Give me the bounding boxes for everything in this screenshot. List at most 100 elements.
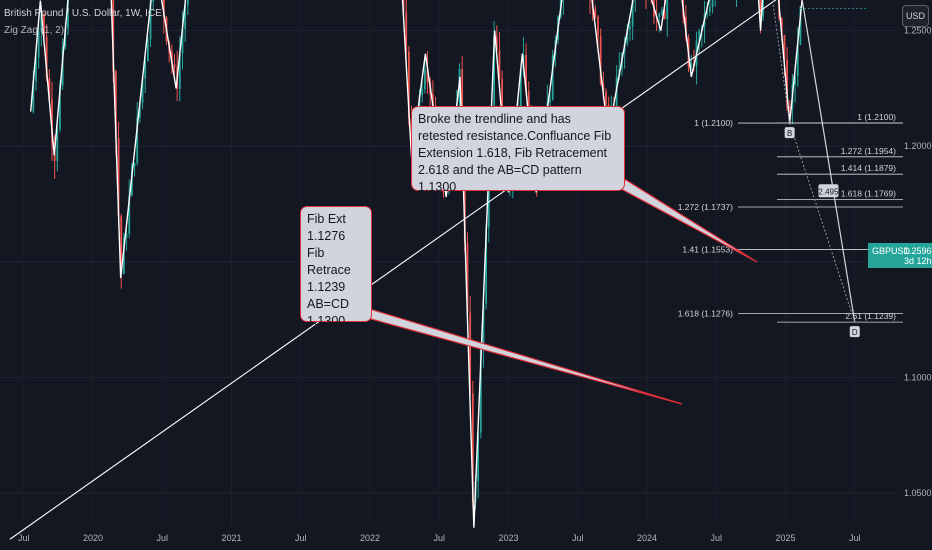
ratio-box xyxy=(818,184,839,198)
time-axis: Jul 2020 Jul 2021 Jul 2022 Jul 2023 Jul 2024 Jul 20… xyxy=(18,533,861,543)
candle-body xyxy=(626,28,629,44)
candle-body xyxy=(629,26,631,29)
ratio-label: 2.495 xyxy=(818,187,839,196)
candle-body xyxy=(525,54,527,92)
candle-body xyxy=(796,44,799,77)
fib-level-label: 1 (1.2100) xyxy=(857,112,896,122)
currency-button[interactable]: USD xyxy=(902,5,929,27)
candle-body xyxy=(615,76,618,115)
candle-body xyxy=(706,11,709,15)
candle-body xyxy=(146,39,149,62)
candle-body xyxy=(759,0,762,17)
candle-body xyxy=(141,78,144,103)
candle-body xyxy=(122,237,125,274)
candle-body xyxy=(698,30,701,41)
fib-level-label: 1.272 (1.1737) xyxy=(678,202,733,212)
candle-body xyxy=(138,102,141,118)
candle-body xyxy=(466,243,469,313)
point-label-b: B xyxy=(787,129,792,138)
candle-body xyxy=(780,17,783,36)
candle-body xyxy=(407,51,410,119)
time-tick-label: 2024 xyxy=(637,533,657,543)
time-tick-label: Jul xyxy=(572,533,584,543)
candle-body xyxy=(152,0,155,2)
candle-body xyxy=(125,233,128,238)
time-tick-label: Jul xyxy=(433,533,445,543)
fib-level-label: 2.61 (1.1239) xyxy=(845,311,896,321)
candle-body xyxy=(794,76,796,85)
candle-body xyxy=(405,12,408,52)
candle-body xyxy=(128,195,131,234)
candle-body xyxy=(690,63,693,67)
candle-body xyxy=(602,83,605,92)
candle-body xyxy=(48,78,51,99)
candle-body xyxy=(136,117,139,163)
candle-body xyxy=(666,0,669,20)
candle-body xyxy=(783,35,786,60)
annotation-note-trendline[interactable]: Broke the trendline and has retested res… xyxy=(411,106,625,194)
candle-body xyxy=(658,13,661,18)
candle-body xyxy=(112,0,115,72)
trendline xyxy=(9,0,777,540)
candle-body xyxy=(426,69,429,83)
candle-body xyxy=(56,129,59,162)
candle-body xyxy=(471,393,474,503)
fib-level-label: 1.618 (1.1276) xyxy=(678,309,733,319)
candle-body xyxy=(184,5,187,30)
callout-connector-2 xyxy=(359,305,683,405)
candle-body xyxy=(597,16,599,37)
leg-bd-dotted xyxy=(789,122,856,323)
indicator-label[interactable]: Zig Zag (1, 2) xyxy=(4,25,65,36)
badge-countdown: 3d 12h xyxy=(904,256,932,266)
candle-body xyxy=(501,78,504,119)
last-price-badge: GBPUSD 1.2596 3d 12h xyxy=(868,243,932,268)
candle-body xyxy=(173,63,176,68)
candle-body xyxy=(663,10,666,20)
candle-body xyxy=(170,51,173,64)
grid-lines xyxy=(0,30,896,494)
time-tick-label: Jul xyxy=(710,533,722,543)
time-tick-label: Jul xyxy=(18,533,30,543)
time-tick-label: Jul xyxy=(849,533,861,543)
candle-body xyxy=(162,0,165,18)
candle-body xyxy=(551,54,554,100)
fib-level-label: 1.414 (1.1879) xyxy=(841,163,896,173)
candle-body xyxy=(186,0,189,6)
point-label-d: D xyxy=(852,328,858,337)
zigzag-polyline xyxy=(29,0,803,528)
fib-level-label: 1.41 (1.1553) xyxy=(682,245,733,255)
candle-body xyxy=(708,7,711,12)
badge-price: 1.2596 xyxy=(904,246,932,256)
price-tick-label: 1.2500 xyxy=(904,26,932,36)
candle-body xyxy=(43,13,45,37)
badge-symbol: GBPUSD xyxy=(872,246,911,256)
fib-level-label: 1.272 (1.1954) xyxy=(841,146,896,156)
candles xyxy=(32,0,802,510)
candle-body xyxy=(117,137,120,217)
candle-body xyxy=(120,216,123,274)
candle-body xyxy=(37,31,40,58)
annotation-note-targets[interactable]: Fib Ext 1.1276 Fib Retrace 1.1239 AB=CD … xyxy=(300,206,372,328)
candle-body xyxy=(178,53,181,89)
symbol-title[interactable]: British Pound / U.S. Dollar, 1W, ICE xyxy=(4,8,162,19)
price-tick-label: 1.1000 xyxy=(904,372,932,382)
candle-body xyxy=(498,50,501,79)
support-trendline xyxy=(9,0,777,540)
time-tick-label: 2023 xyxy=(498,533,518,543)
candle-body xyxy=(605,91,607,105)
candle-body xyxy=(32,81,35,112)
candle-body xyxy=(711,0,714,8)
candle-body xyxy=(59,85,61,130)
candle-body xyxy=(493,36,496,106)
abcd-pattern: ABCD0.4012.495 xyxy=(772,0,860,338)
candle-body xyxy=(495,36,498,51)
candle-body xyxy=(599,36,602,84)
candle-body xyxy=(45,36,48,79)
candle-body xyxy=(40,13,43,32)
leg-ab-dotted xyxy=(772,0,791,124)
candle-body xyxy=(786,59,788,108)
candle-body xyxy=(477,432,480,482)
candle-body xyxy=(461,68,464,142)
candle-body xyxy=(149,1,152,40)
